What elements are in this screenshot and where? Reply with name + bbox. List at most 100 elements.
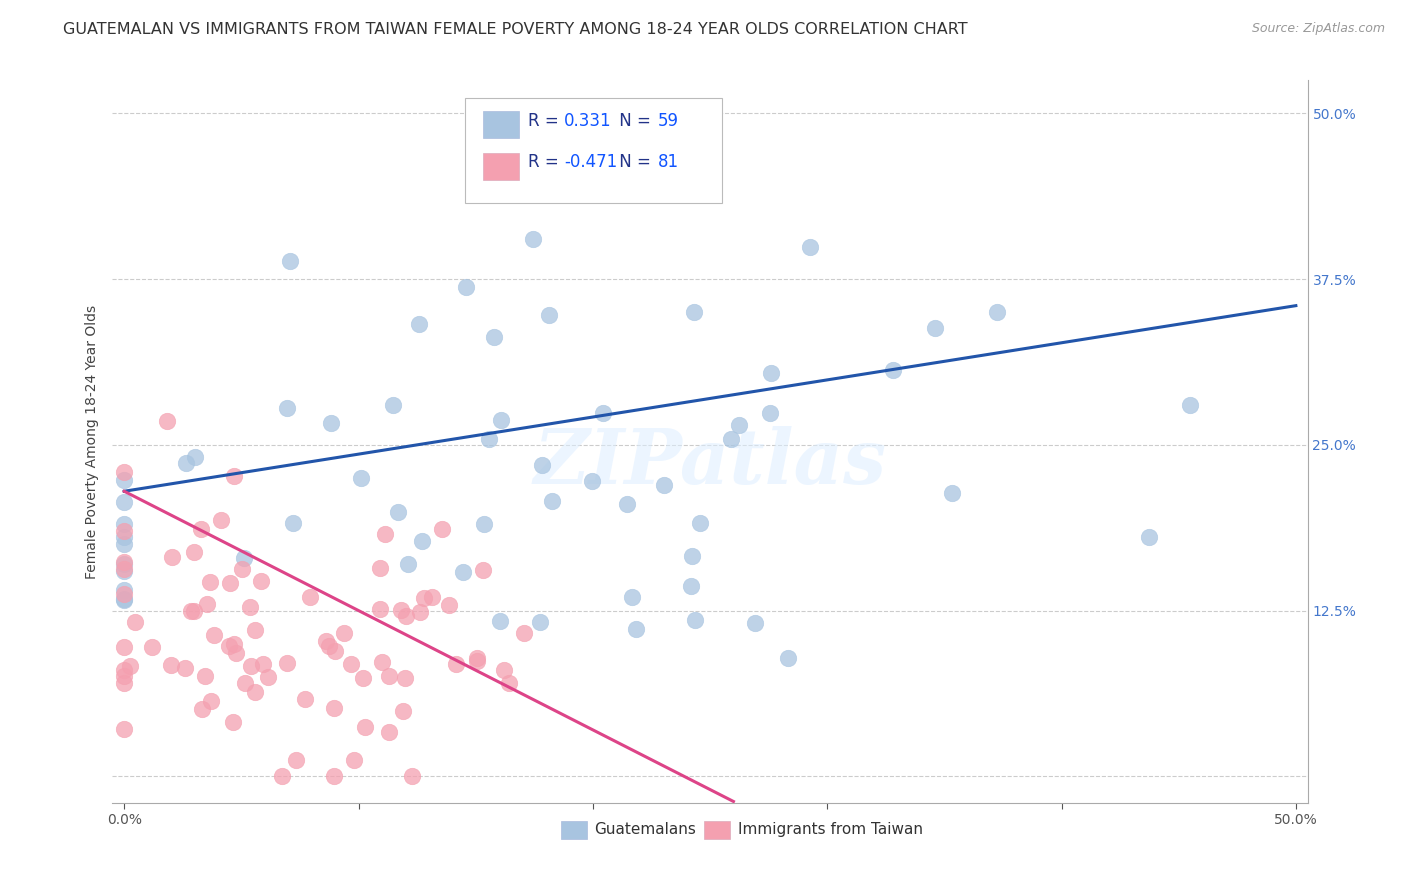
Point — [299, 590, 322, 604]
Point — [454, 280, 477, 294]
Text: -0.471: -0.471 — [564, 153, 617, 171]
Point — [453, 565, 475, 579]
Point — [381, 398, 404, 412]
Point — [683, 613, 706, 627]
Point — [395, 608, 418, 623]
Point — [652, 477, 675, 491]
Text: 0.331: 0.331 — [564, 112, 612, 129]
Point — [354, 720, 377, 734]
Point — [492, 663, 515, 677]
Point — [112, 465, 135, 479]
Point — [581, 474, 603, 488]
Point — [413, 591, 436, 605]
Point — [235, 676, 257, 690]
Point — [112, 640, 135, 655]
Point — [156, 414, 179, 428]
Point — [1137, 530, 1160, 544]
Point — [472, 517, 495, 532]
Point — [465, 651, 488, 665]
Point — [318, 639, 340, 653]
Point — [112, 722, 135, 736]
Point — [200, 694, 222, 708]
Point — [368, 561, 391, 575]
Point — [174, 661, 197, 675]
Point — [744, 615, 766, 630]
Point — [350, 470, 373, 484]
Point — [190, 702, 212, 716]
Point — [112, 583, 135, 598]
Point — [231, 562, 253, 576]
Point — [160, 657, 183, 672]
Point — [270, 769, 292, 783]
Point — [250, 574, 273, 589]
Point — [616, 498, 638, 512]
Point — [112, 592, 135, 607]
Point — [218, 639, 240, 653]
Point — [799, 240, 821, 254]
Point — [180, 604, 202, 618]
Point — [411, 534, 433, 549]
Point — [378, 669, 401, 683]
Point — [112, 536, 135, 550]
Point — [190, 522, 212, 536]
Point — [430, 522, 453, 536]
Point — [224, 637, 246, 651]
Text: GUATEMALAN VS IMMIGRANTS FROM TAIWAN FEMALE POVERTY AMONG 18-24 YEAR OLDS CORREL: GUATEMALAN VS IMMIGRANTS FROM TAIWAN FEM… — [63, 22, 967, 37]
Point — [371, 656, 394, 670]
Point — [112, 587, 135, 601]
Point — [437, 598, 460, 612]
Point — [498, 676, 520, 690]
Point — [720, 432, 742, 446]
Point — [257, 670, 280, 684]
Point — [408, 318, 430, 332]
Point — [112, 676, 135, 690]
Point — [592, 406, 614, 420]
Point — [112, 557, 135, 571]
Point — [924, 321, 946, 335]
Point — [352, 671, 374, 685]
Point — [339, 657, 361, 672]
Point — [194, 669, 217, 683]
Point — [243, 685, 266, 699]
Point — [141, 640, 163, 654]
Point — [112, 516, 135, 531]
Point — [343, 753, 366, 767]
Point — [409, 606, 432, 620]
Point — [1178, 398, 1201, 412]
Point — [882, 363, 904, 377]
Point — [239, 659, 262, 673]
Point — [444, 657, 467, 672]
Point — [681, 549, 703, 563]
Point — [112, 524, 135, 538]
Point — [761, 366, 783, 380]
Point — [541, 494, 564, 508]
Point — [209, 513, 232, 527]
Point — [276, 656, 298, 670]
Point — [374, 526, 396, 541]
Point — [333, 625, 356, 640]
Point — [233, 551, 256, 566]
Point — [679, 579, 702, 593]
Point — [368, 601, 391, 615]
Point — [392, 704, 415, 718]
Text: R =: R = — [529, 112, 564, 129]
Point — [401, 769, 423, 783]
Point — [624, 622, 647, 636]
Point — [322, 769, 344, 783]
Point — [522, 232, 544, 246]
Bar — [484, 111, 519, 138]
Point — [202, 628, 225, 642]
Point — [184, 450, 207, 465]
Text: Guatemalans: Guatemalans — [595, 822, 696, 837]
Point — [124, 615, 146, 629]
Point — [112, 473, 135, 487]
Point — [322, 700, 344, 714]
Point — [252, 657, 274, 671]
Point — [465, 654, 488, 668]
Bar — [561, 821, 586, 838]
Point — [276, 401, 298, 416]
Point — [315, 634, 337, 648]
Point — [243, 624, 266, 638]
Point — [387, 505, 409, 519]
Point — [472, 563, 495, 577]
